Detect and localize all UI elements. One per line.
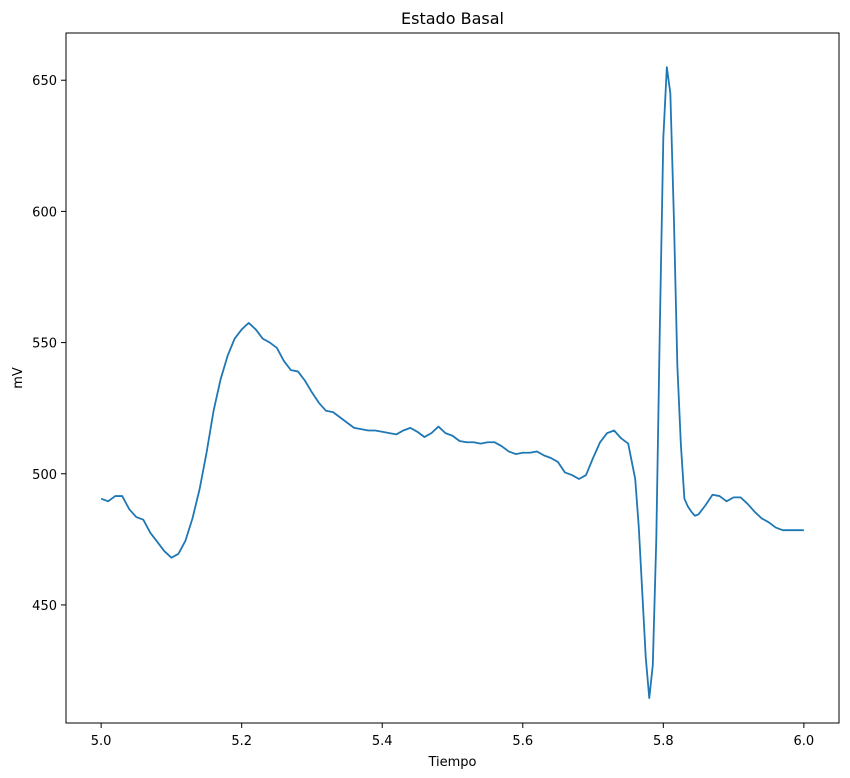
plot-frame (65, 32, 840, 724)
plot-area (100, 66, 804, 699)
y-axis: 450 500 550 600 650 (32, 74, 66, 614)
series-line-0 (100, 66, 804, 699)
x-tick-label: 5.2 (231, 734, 252, 749)
x-tick-label: 5.6 (512, 734, 533, 749)
chart-title: Estado Basal (401, 9, 504, 28)
x-tick-label: 5.0 (91, 734, 112, 749)
x-tick-label: 6.0 (794, 734, 815, 749)
y-axis-title: mV (11, 367, 26, 389)
y-tick-label: 550 (32, 337, 57, 352)
x-tick-label: 5.8 (653, 734, 674, 749)
y-tick-label: 500 (32, 468, 57, 483)
x-axis-title: Tiempo (427, 755, 476, 770)
y-tick-label: 450 (32, 599, 57, 614)
y-tick-label: 600 (32, 205, 57, 220)
x-axis: 5.0 5.2 5.4 5.6 5.8 6.0 (91, 723, 814, 749)
y-tick-label: 650 (32, 74, 57, 89)
x-tick-label: 5.4 (372, 734, 393, 749)
